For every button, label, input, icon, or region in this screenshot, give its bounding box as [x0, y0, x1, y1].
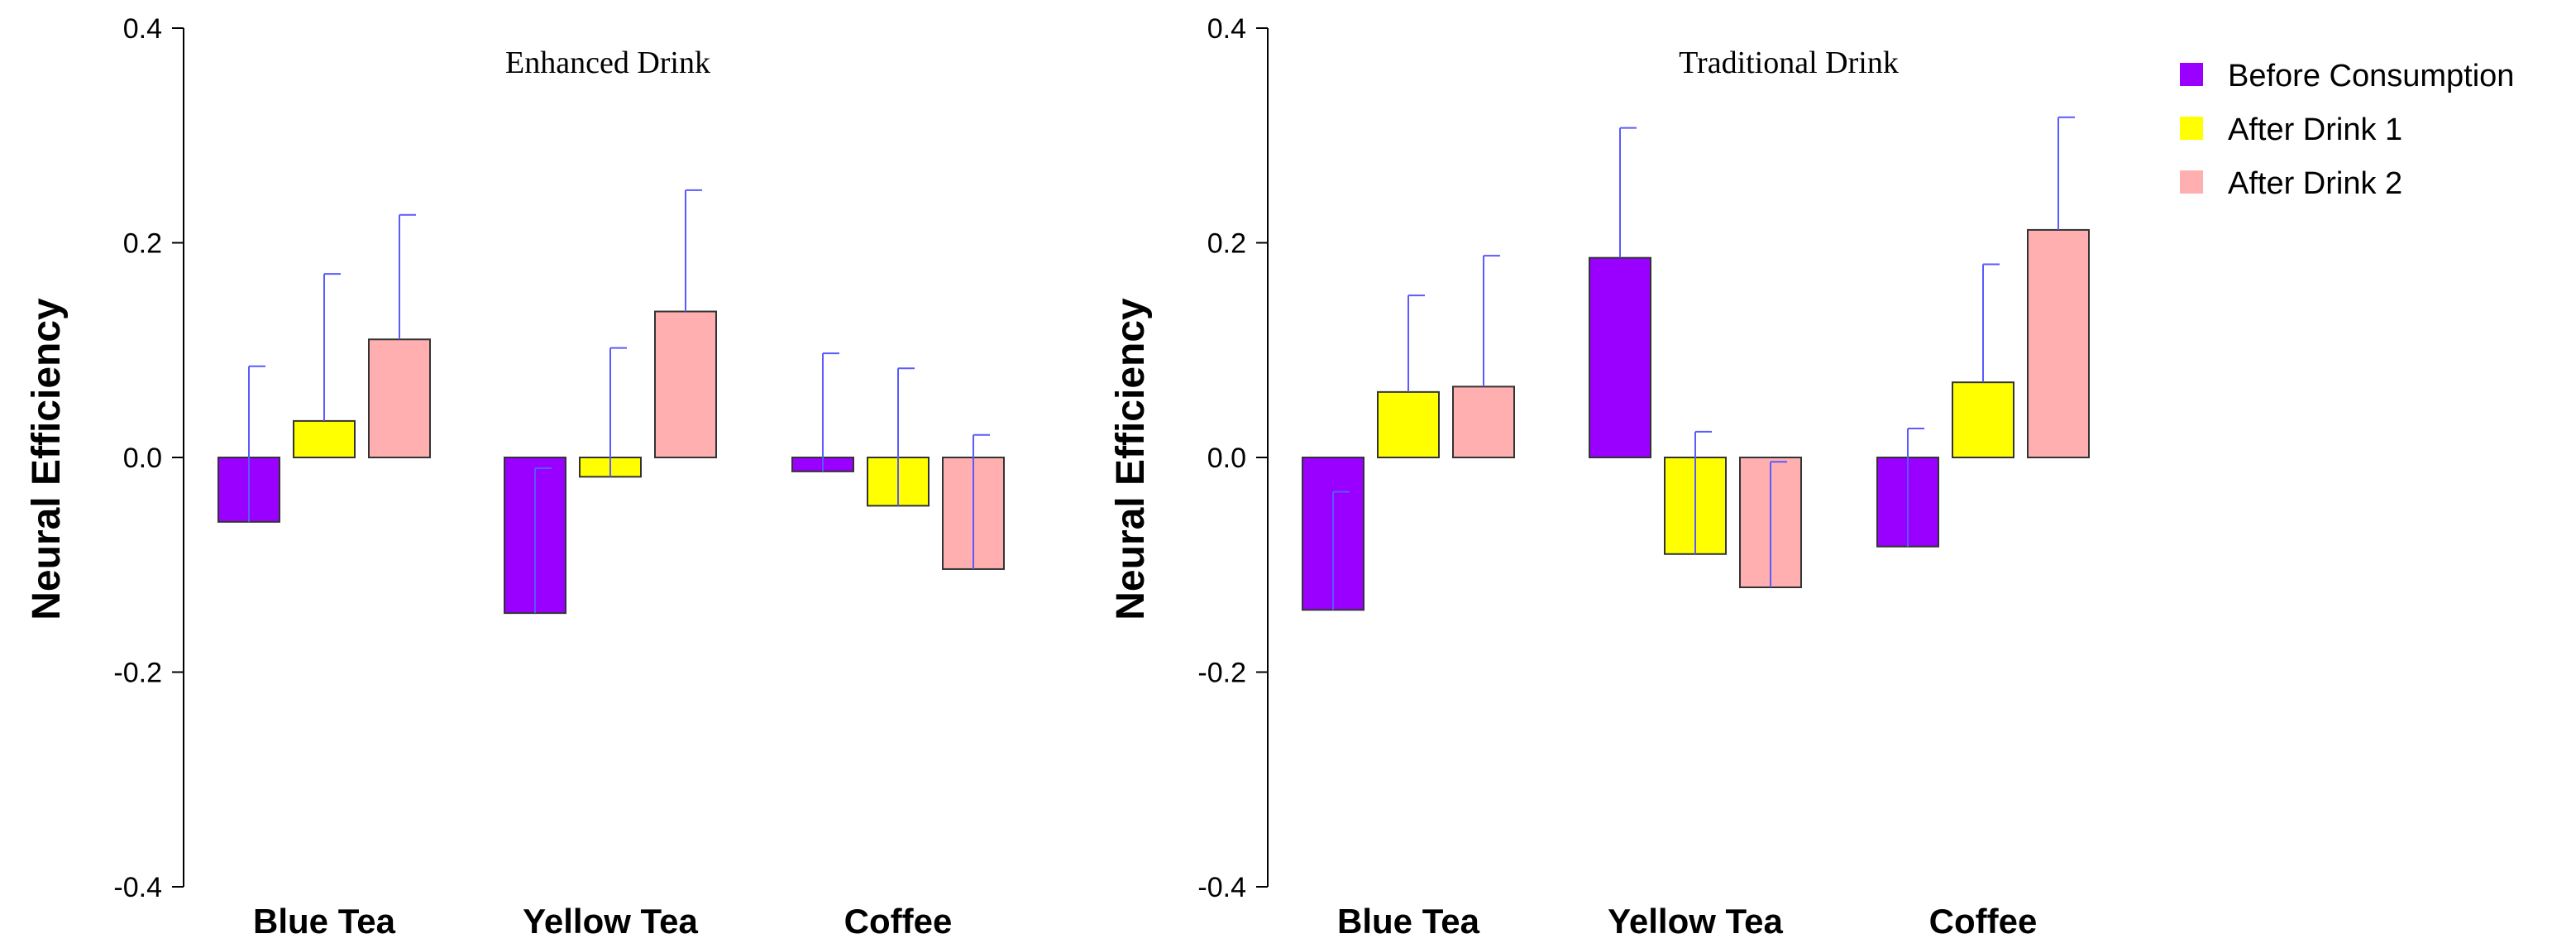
- y-tick-label: 0.0: [123, 443, 162, 474]
- y-tick-label: -0.2: [113, 658, 162, 689]
- bar-coffee-after-drink-2: [2027, 228, 2090, 458]
- bar-blue-tea-after-drink-2: [1452, 385, 1515, 458]
- panel-traditional-drink: Neural Efficiency Traditional Drink -0.4…: [1109, 13, 2090, 941]
- category-label-blue-tea: Blue Tea: [253, 902, 396, 941]
- category-label-coffee: Coffee: [1929, 902, 2038, 941]
- legend-swatch-after-drink-2: [2180, 170, 2203, 194]
- y-ticks: -0.4 -0.2 0.0 0.2 0.4: [113, 13, 184, 903]
- bar-blue-tea-after-drink-1: [1377, 390, 1440, 459]
- y-tick-label: -0.2: [1197, 658, 1246, 689]
- category-label-coffee: Coffee: [844, 902, 953, 941]
- category-label-yellow-tea: Yellow Tea: [523, 902, 698, 941]
- bar-blue-tea-after-drink-1: [293, 419, 356, 459]
- bar-yellow-tea-before-consumption: [1589, 256, 1651, 459]
- y-tick-label: 0.4: [1207, 13, 1246, 45]
- bars: [1302, 116, 2090, 611]
- panel-title: Enhanced Drink: [505, 45, 710, 80]
- panel-title: Traditional Drink: [1679, 45, 1899, 80]
- legend: Before Consumption After Drink 1 After D…: [2180, 59, 2514, 201]
- category-labels: Blue Tea Yellow Tea Coffee: [253, 902, 952, 941]
- category-label-blue-tea: Blue Tea: [1337, 902, 1480, 941]
- y-ticks: -0.4 -0.2 0.0 0.2 0.4: [1197, 13, 1268, 903]
- bar-blue-tea-after-drink-2: [368, 338, 431, 458]
- bar-coffee-after-drink-1: [1952, 381, 2014, 458]
- legend-swatch-before-consumption: [2180, 63, 2203, 86]
- y-tick-label: 0.2: [1207, 228, 1246, 260]
- y-tick-label: 0.0: [1207, 443, 1246, 474]
- legend-label-after-drink-1: After Drink 1: [2228, 113, 2402, 147]
- category-label-yellow-tea: Yellow Tea: [1608, 902, 1783, 941]
- legend-label-before-consumption: Before Consumption: [2228, 59, 2514, 93]
- panel-enhanced-drink: Neural Efficiency Enhanced Drink -0.4-0.…: [25, 13, 1005, 941]
- y-tick-label: 0.4: [123, 13, 162, 45]
- y-axis-label: Neural Efficiency: [25, 298, 69, 620]
- y-tick-label: -0.4: [113, 872, 162, 903]
- bars: [217, 189, 1005, 615]
- y-tick-label: 0.2: [123, 228, 162, 260]
- legend-swatch-after-drink-1: [2180, 117, 2203, 140]
- bar-yellow-tea-after-drink-2: [654, 310, 717, 459]
- category-labels: Blue Tea Yellow Tea Coffee: [1337, 902, 2037, 941]
- y-tick-label: -0.4: [1197, 872, 1246, 903]
- y-axis-label: Neural Efficiency: [1109, 298, 1153, 620]
- legend-label-after-drink-2: After Drink 2: [2228, 166, 2402, 201]
